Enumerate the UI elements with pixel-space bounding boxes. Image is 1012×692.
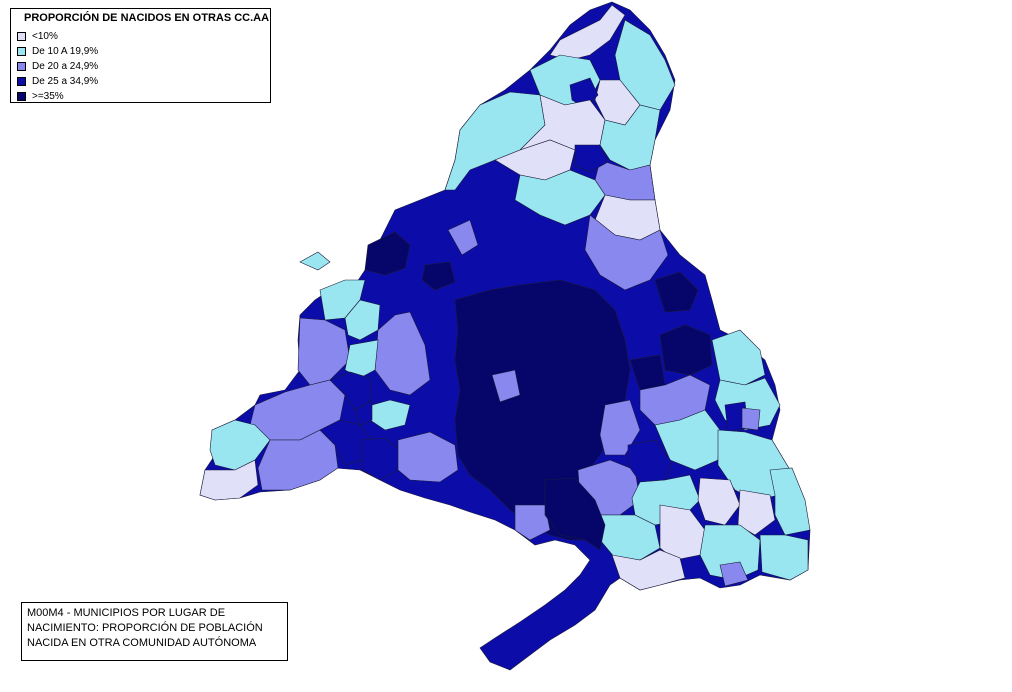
legend-swatch: [17, 61, 26, 71]
region-center-violet-1: [491, 369, 521, 403]
region-north-violet-2: [584, 214, 669, 291]
region-east-cyan-1: [711, 329, 766, 386]
legend-item-10-19: De 10 A 19,9%: [17, 44, 98, 58]
legend-item-ge35: >=35%: [17, 89, 64, 103]
legend-label: <10%: [32, 30, 58, 42]
region-east-violet-2: [719, 561, 749, 587]
region-east-light-2: [737, 489, 776, 536]
region-west-light-1: [199, 459, 259, 501]
legend-swatch: [17, 76, 26, 86]
region-north-cyan-5: [514, 169, 606, 226]
legend-swatch: [17, 31, 26, 41]
region-east-cyan-9: [759, 534, 809, 581]
region-east-cyan-8: [699, 524, 761, 581]
region-east-darkest-2: [654, 271, 699, 313]
region-north-blue-2: [574, 144, 609, 173]
region-east-cyan-7: [599, 514, 661, 561]
legend-label: De 25 a 34,9%: [32, 75, 99, 87]
legend-label: De 20 a 24,9%: [32, 60, 99, 72]
region-center-violet-2: [514, 504, 551, 541]
region-north-cyan-3: [444, 91, 546, 191]
region-west-violet-4: [257, 429, 339, 491]
legend-label: De 10 A 19,9%: [32, 45, 99, 57]
legend-title: PROPORCIÓN DE NACIDOS EN OTRAS CC.AA: [24, 12, 270, 24]
region-west-darkest-2: [421, 261, 456, 291]
region-west-violet-2: [374, 311, 431, 396]
legend-item-25-34: De 25 a 34,9%: [17, 74, 98, 88]
region-west-violet-6: [447, 219, 479, 256]
legend-swatch: [17, 46, 26, 56]
legend-item-lt10: <10%: [17, 29, 58, 43]
region-south-darkest: [544, 477, 606, 551]
legend-swatch: [17, 91, 26, 101]
caption-line-1: M00M4 - MUNICIPIOS POR LUGAR DE: [27, 607, 226, 619]
region-east-violet-3: [741, 407, 761, 431]
map-caption: M00M4 - MUNICIPIOS POR LUGAR DE NACIMIEN…: [21, 602, 288, 661]
region-east-darkest: [659, 324, 713, 376]
region-west-violet-5: [397, 431, 459, 483]
region-west-darkest-1: [364, 231, 411, 276]
caption-line-3: NACIDA EN OTRA COMUNIDAD AUTÓNOMA: [27, 637, 257, 649]
region-west-violet-1: [297, 317, 351, 386]
legend-item-20-24: De 20 a 24,9%: [17, 59, 98, 73]
region-west-cyan-4: [344, 339, 379, 379]
legend-label: >=35%: [32, 90, 64, 102]
region-east-light-4: [611, 549, 686, 591]
region-west-cyan-1: [299, 251, 331, 271]
region-center-violet-4: [599, 399, 641, 456]
caption-line-2: NACIMIENTO: PROPORCIÓN DE POBLACIÓN: [27, 622, 263, 634]
region-east-cyan-6: [769, 467, 811, 536]
region-north-cyan-4: [599, 104, 661, 171]
region-west-blue-4: [354, 399, 373, 426]
map-legend: PROPORCIÓN DE NACIDOS EN OTRAS CC.AA <10…: [10, 8, 271, 103]
